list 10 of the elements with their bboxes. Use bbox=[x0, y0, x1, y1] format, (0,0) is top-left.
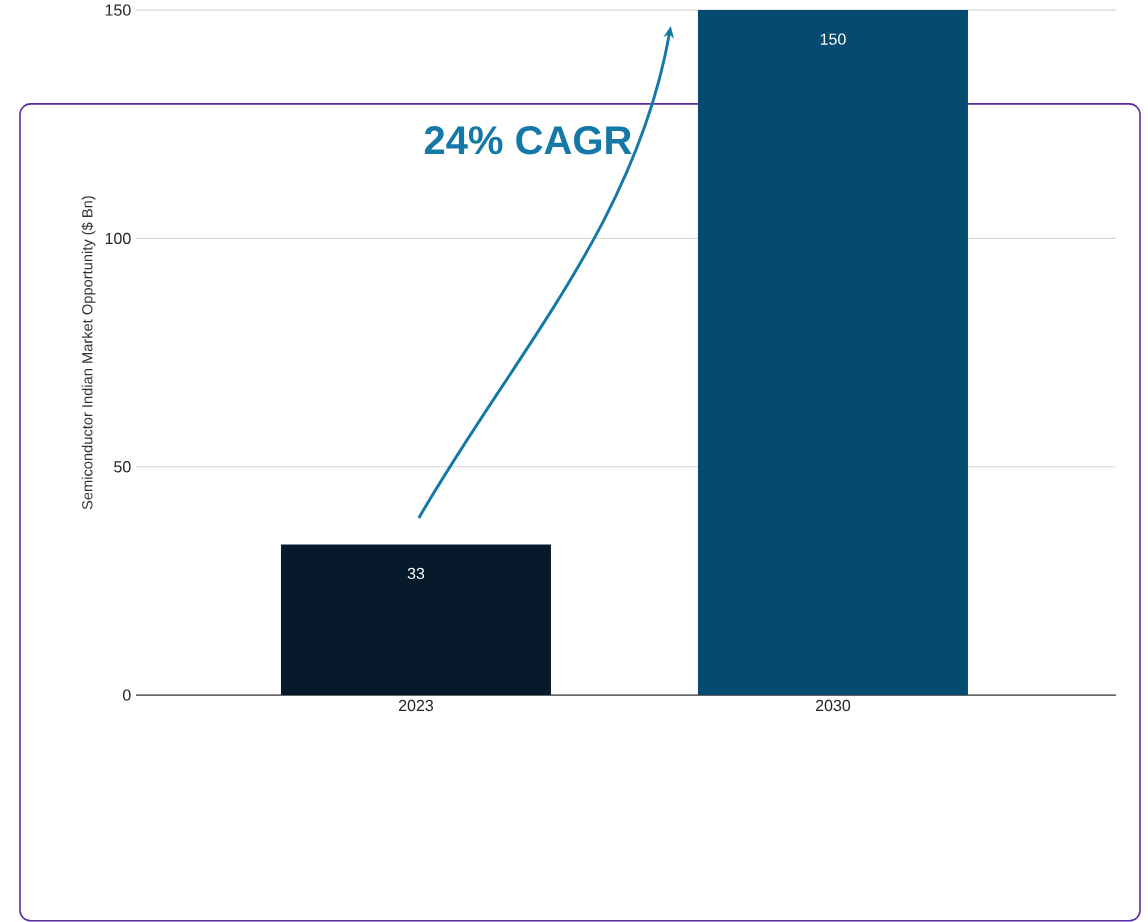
x-tick-label: 2023 bbox=[398, 699, 434, 712]
y-axis-title: Semiconductor Indian Market Opportunity ($ Bn) bbox=[81, 196, 96, 510]
y-tick-label: 50 bbox=[114, 461, 131, 473]
y-tick-label: 0 bbox=[122, 689, 131, 701]
data-label: 33 bbox=[407, 567, 425, 580]
y-tick-label: 100 bbox=[105, 232, 131, 245]
data-label: 150 bbox=[820, 33, 846, 45]
annotation: 24% CAGR bbox=[424, 126, 632, 155]
x-tick-label: 2030 bbox=[815, 699, 851, 712]
y-tick-label: 150 bbox=[105, 4, 131, 16]
